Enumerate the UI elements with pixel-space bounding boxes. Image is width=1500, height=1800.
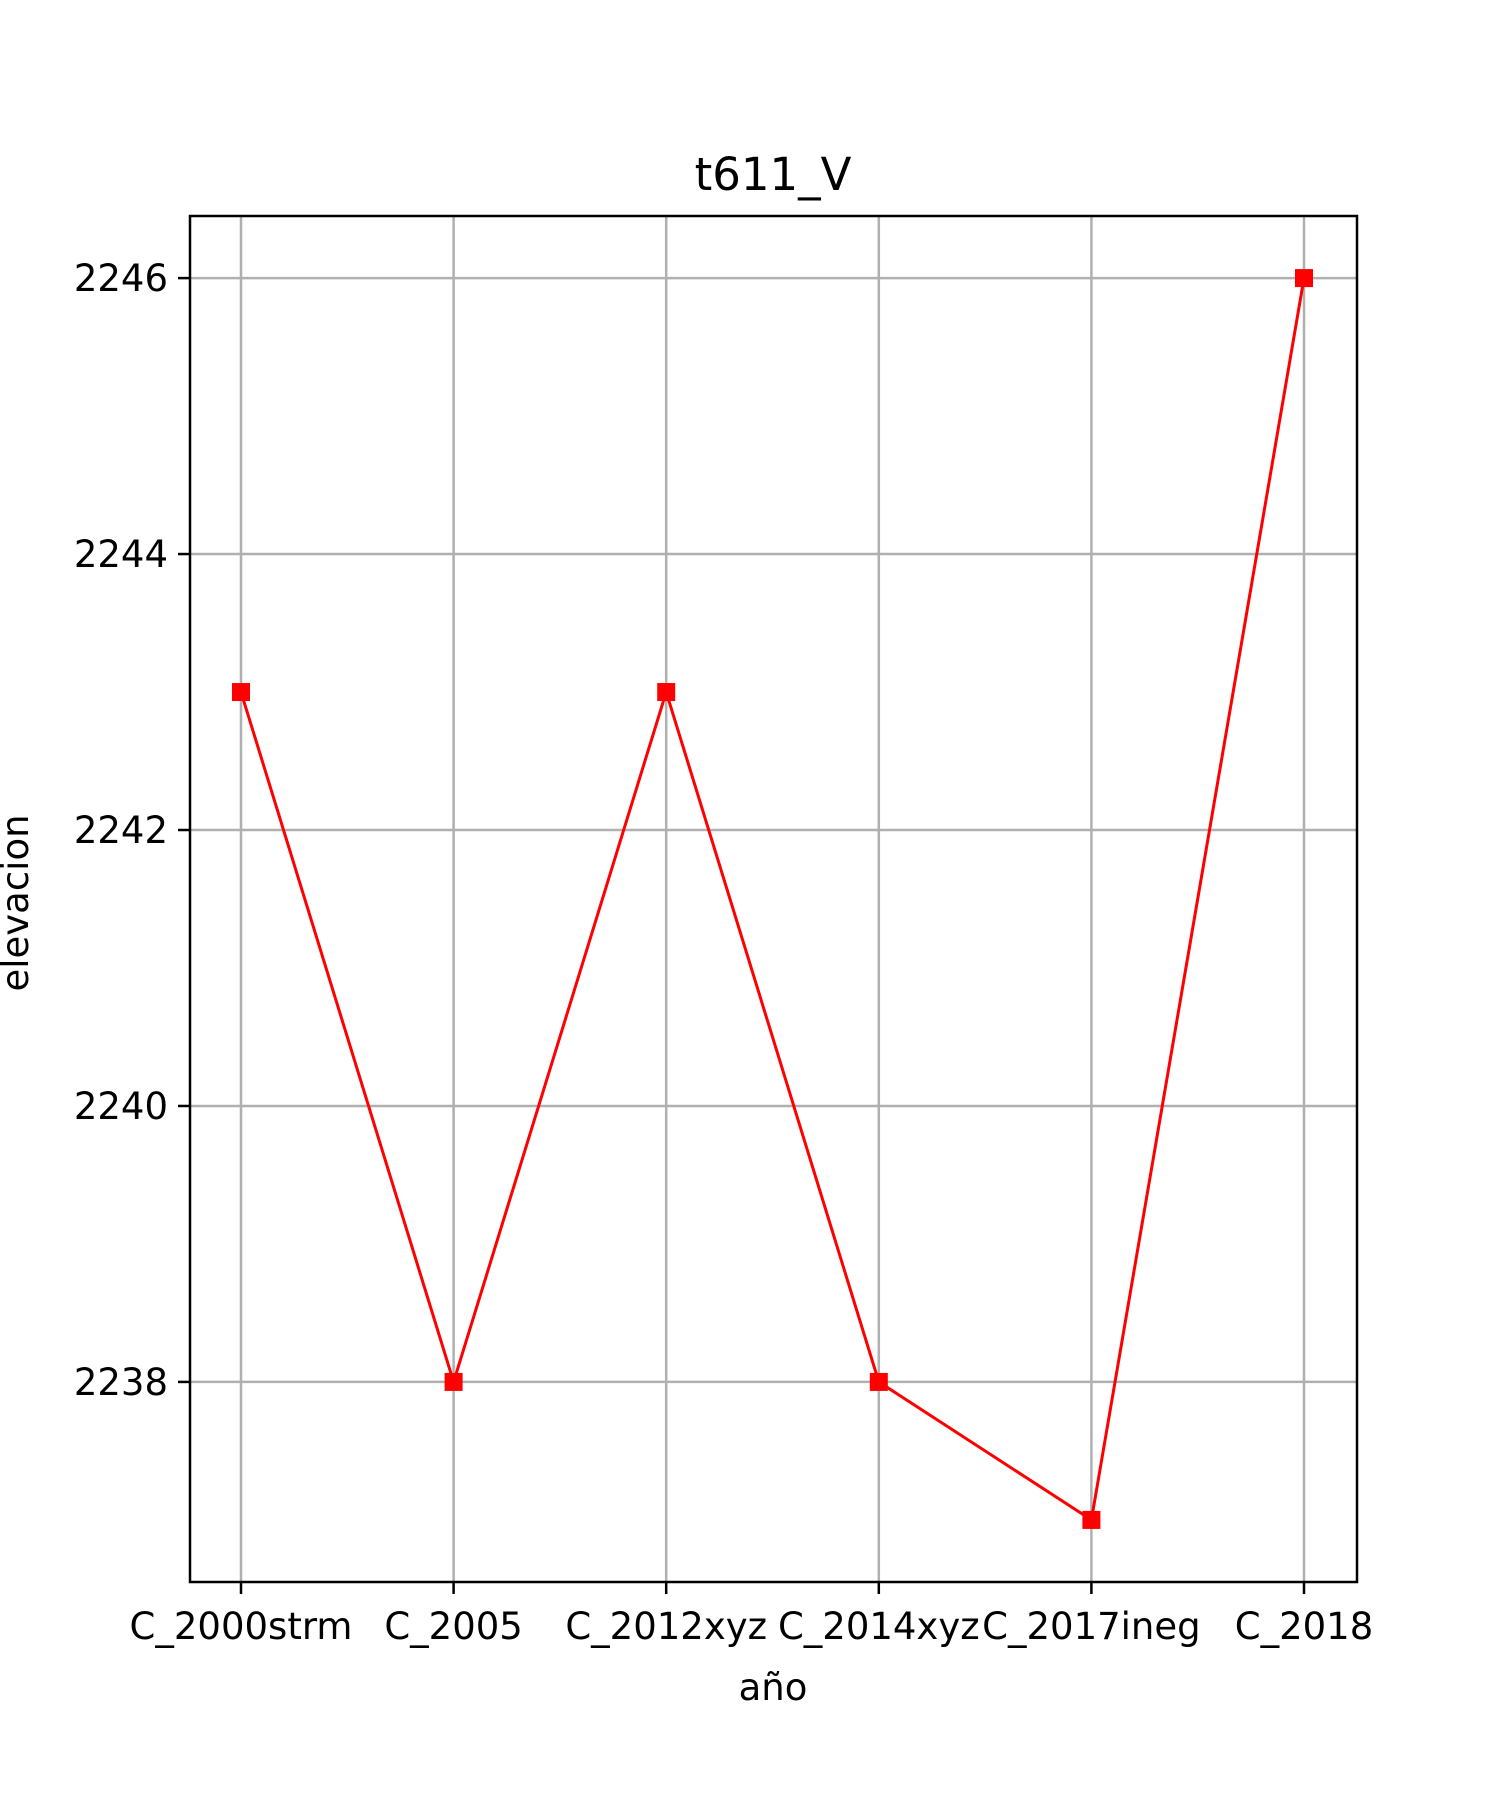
y-tick-label: 2244 — [74, 533, 168, 576]
x-tick-label: C_2017ineg — [982, 1605, 1200, 1648]
y-axis-label: elevacion — [0, 814, 37, 991]
x-tick-label: C_2018 — [1235, 1605, 1374, 1648]
x-tick-label: C_2012xyz — [565, 1605, 767, 1648]
ticks: C_2000strm C_2005 C_2012xyz C_2014xyz C_2017… — [74, 257, 1373, 1648]
y-tick-label: 2238 — [74, 1361, 168, 1404]
x-tick-label: C_2005 — [384, 1605, 523, 1648]
data-point-marker — [1295, 269, 1313, 288]
y-tick-label: 2246 — [74, 257, 168, 300]
y-tick-label: 2240 — [74, 1085, 168, 1128]
plot-frame — [188, 214, 1359, 1584]
series-line — [239, 277, 1306, 1522]
y-tick-label: 2242 — [74, 809, 168, 852]
data-point-marker — [657, 683, 676, 702]
series-layer — [232, 269, 1313, 1529]
data-point-marker — [1082, 1510, 1101, 1529]
x-axis-label: año — [739, 1666, 808, 1709]
x-tick-label: C_2014xyz — [778, 1605, 980, 1648]
grid — [190, 216, 1357, 1582]
data-point-marker — [444, 1372, 463, 1391]
data-point-marker — [869, 1372, 888, 1391]
chart-title: t611_V — [695, 148, 852, 201]
x-tick-label: C_2000strm — [130, 1605, 353, 1648]
data-point-marker — [232, 683, 250, 702]
